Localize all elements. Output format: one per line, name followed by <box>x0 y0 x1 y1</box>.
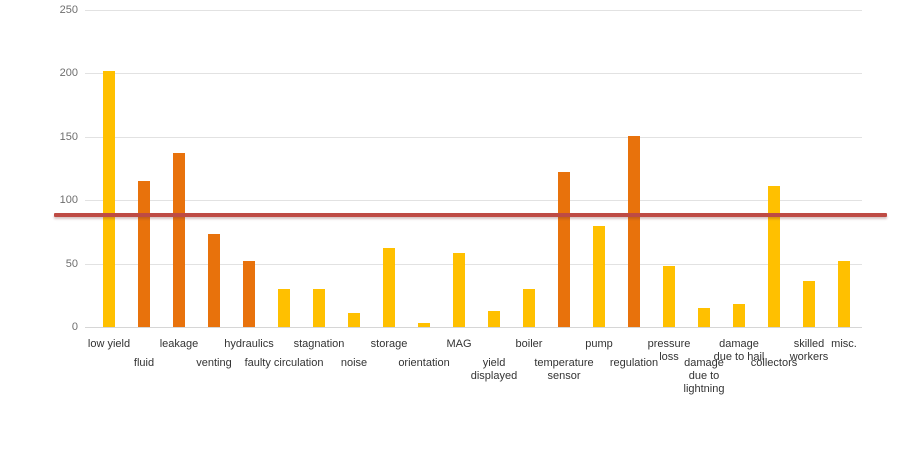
x-axis-label: collectors <box>750 357 798 369</box>
bar-pump <box>593 225 605 327</box>
gridline-y-150 <box>85 137 862 138</box>
bar-skilled-workers <box>803 281 815 327</box>
bar-damage-due-to-hail <box>733 304 745 327</box>
gridline-y-250 <box>85 10 862 11</box>
bar-misc- <box>838 261 850 327</box>
x-axis-label: yield displayed <box>470 357 518 382</box>
y-axis-tick-label: 200 <box>59 67 78 79</box>
x-axis-label: regulation <box>609 357 659 369</box>
gridline-y-100 <box>85 200 862 201</box>
x-axis-label: storage <box>370 338 408 350</box>
x-axis-label: boiler <box>515 338 543 350</box>
y-axis-tick-label: 150 <box>59 131 78 143</box>
x-axis-label: leakage <box>159 338 199 350</box>
y-axis-tick-label: 50 <box>65 258 78 270</box>
bar-fluid <box>138 181 150 327</box>
x-axis-label: fluid <box>133 357 155 369</box>
bar-damage-due-to-lightning <box>698 307 710 327</box>
x-axis-label: venting <box>196 357 232 369</box>
bar-low-yield <box>103 70 115 327</box>
y-axis-tick-label: 100 <box>59 194 78 206</box>
x-axis-label: orientation <box>398 357 450 369</box>
x-axis-label: faulty circulation <box>244 357 324 369</box>
x-axis-label: pump <box>585 338 613 350</box>
bar-collectors <box>768 186 780 327</box>
bar-orientation <box>418 323 430 327</box>
bar-pressure-loss <box>663 266 675 327</box>
x-axis-label: damage due to hail <box>713 338 765 363</box>
bar-hydraulics <box>243 261 255 327</box>
bar-regulation <box>628 135 640 327</box>
bar-venting <box>208 234 220 327</box>
reference-line <box>54 213 887 217</box>
bar-yield-displayed <box>488 310 500 327</box>
x-axis-label: low yield <box>87 338 131 350</box>
x-axis-label: misc. <box>831 338 857 350</box>
x-axis-label: temperature sensor <box>534 357 594 382</box>
x-axis-label: skilled workers <box>789 338 829 363</box>
bar-mag <box>453 253 465 327</box>
gridline-y-200 <box>85 73 862 74</box>
y-axis-tick-label: 0 <box>71 321 78 333</box>
bar-boiler <box>523 288 535 327</box>
bar-noise <box>348 313 360 327</box>
bar-temperature-sensor <box>558 172 570 327</box>
x-axis-label: pressure loss <box>647 338 691 363</box>
bar-leakage <box>173 153 185 327</box>
x-axis-label: damage due to lightning <box>683 357 725 395</box>
gridline-y-0 <box>85 327 862 328</box>
bar-stagnation <box>313 288 325 327</box>
gridline-y-50 <box>85 264 862 265</box>
bar-storage <box>383 248 395 327</box>
x-axis-label: noise <box>340 357 368 369</box>
y-axis-tick-label: 250 <box>59 4 78 16</box>
x-axis-label: MAG <box>446 338 472 350</box>
x-axis-label: hydraulics <box>224 338 274 350</box>
x-axis-label: stagnation <box>293 338 345 350</box>
bar-faulty-circulation <box>278 288 290 327</box>
